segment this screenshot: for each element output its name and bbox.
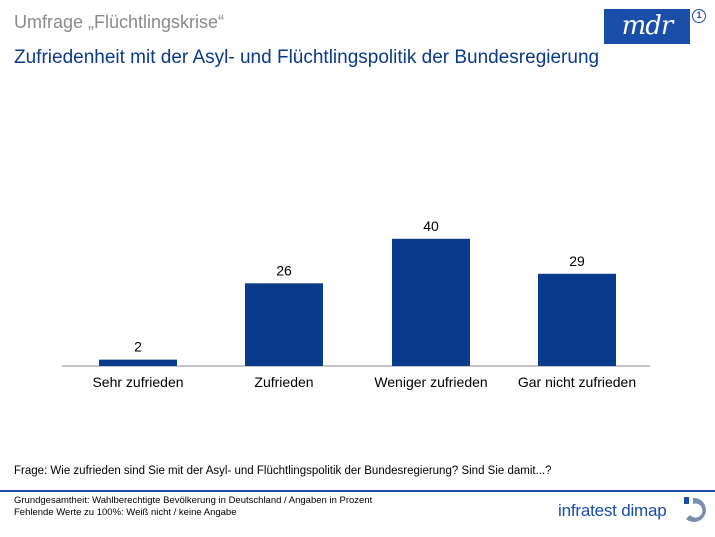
value-labels: 2 26 40 29 bbox=[134, 218, 585, 355]
bar-series bbox=[99, 238, 616, 366]
mdr-logo-text: mdr bbox=[621, 11, 674, 41]
bar bbox=[538, 273, 616, 366]
category-labels: Sehr zufrieden Zufrieden Weniger zufrieden… bbox=[92, 374, 636, 390]
bar bbox=[245, 283, 323, 366]
bar-value-label: 29 bbox=[569, 253, 585, 269]
category-label: Weniger zufrieden bbox=[374, 374, 487, 390]
chart-title: Zufriedenheit mit der Asyl- und Flüchtli… bbox=[14, 47, 600, 68]
bar-value-label: 26 bbox=[276, 262, 292, 278]
footnotes: Grundgesamtheit: Wahlberechtigte Bevölke… bbox=[14, 495, 372, 519]
bar bbox=[99, 359, 177, 366]
category-label: Sehr zufrieden bbox=[92, 374, 183, 390]
infratest-dimap-logo: infratest dimap bbox=[558, 501, 667, 520]
category-label: Zufrieden bbox=[254, 374, 313, 390]
bar-value-label: 2 bbox=[134, 339, 142, 355]
population-note: Grundgesamtheit: Wahlberechtigte Bevölke… bbox=[14, 495, 373, 506]
category-label: Gar nicht zufrieden bbox=[518, 374, 636, 390]
question-text: Frage: Wie zufrieden sind Sie mit der As… bbox=[14, 465, 552, 477]
footer-divider bbox=[0, 490, 715, 492]
bar-value-label: 40 bbox=[423, 218, 439, 234]
infratest-mark-icon bbox=[684, 497, 706, 522]
mdr-logo: mdr bbox=[604, 9, 690, 44]
missing-values-note: Fehlende Werte zu 100%: Weiß nicht / kei… bbox=[14, 507, 237, 518]
ard-logo-icon: 1 bbox=[692, 9, 706, 23]
bar bbox=[392, 238, 470, 366]
supertitle: Umfrage „Flüchtlingskrise“ bbox=[14, 12, 225, 32]
